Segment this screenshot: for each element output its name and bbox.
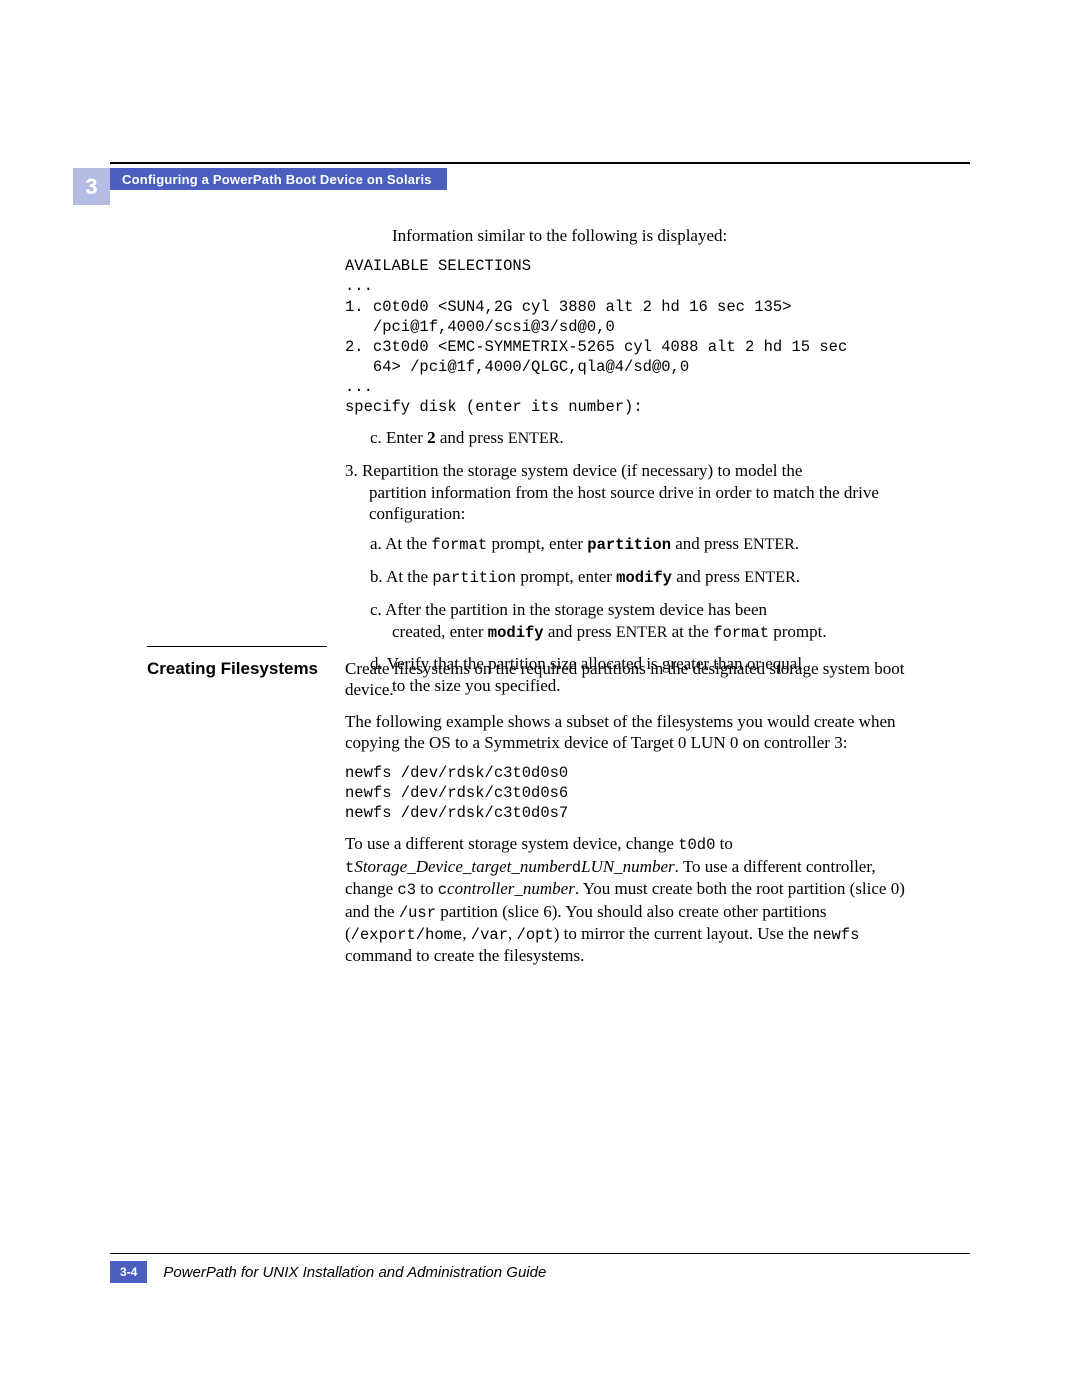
step-3-cont: partition information from the host sour…: [345, 482, 916, 526]
footer-title: PowerPath for UNIX Installation and Admi…: [147, 1264, 546, 1281]
chapter-title-bar: Configuring a PowerPath Boot Device on S…: [110, 168, 447, 190]
chapter-number: 3: [85, 174, 97, 200]
intro-line: Information similar to the following is …: [345, 225, 916, 246]
filesystems-p1: Create filesystems on the required parti…: [345, 658, 916, 701]
code-block-newfs: newfs /dev/rdsk/c3t0d0s0 newfs /dev/rdsk…: [345, 763, 916, 823]
sidehead-rule: [147, 646, 327, 647]
filesystems-p3: To use a different storage system device…: [345, 833, 916, 966]
footer-rule: [110, 1253, 970, 1254]
step-3c-line1: c. After the partition in the storage sy…: [345, 599, 916, 621]
step-2c: c. Enter 2 and press ENTER.: [345, 427, 916, 449]
chapter-number-tab: 3: [73, 168, 110, 205]
page-footer: 3-4 PowerPath for UNIX Installation and …: [110, 1260, 970, 1284]
chapter-title-text: Configuring a PowerPath Boot Device on S…: [110, 172, 432, 187]
step-3a: a. At the format prompt, enter partition…: [345, 533, 916, 556]
code-block-available-selections: AVAILABLE SELECTIONS ... 1. c0t0d0 <SUN4…: [345, 256, 916, 417]
page-number: 3-4: [110, 1261, 147, 1283]
step-3c-line2: created, enter modify and press ENTER at…: [345, 621, 916, 644]
header-rule: [110, 162, 970, 164]
step-3: 3. Repartition the storage system device…: [345, 460, 916, 482]
step-3b: b. At the partition prompt, enter modify…: [345, 566, 916, 589]
filesystems-p2: The following example shows a subset of …: [345, 711, 916, 754]
sidehead-creating-filesystems: Creating Filesystems: [147, 658, 327, 679]
